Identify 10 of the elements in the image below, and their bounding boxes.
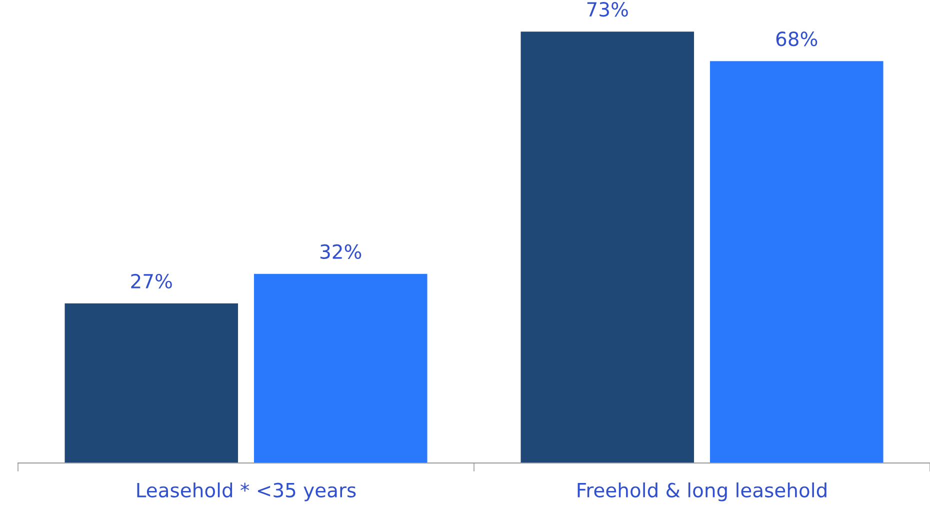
data-label: 73%: [587, 2, 628, 17]
data-label: 27%: [131, 274, 172, 289]
x-tick-label: Leasehold * <35 years: [137, 482, 356, 502]
bar: [520, 32, 694, 463]
x-tick-label: Freehold & long leasehold: [578, 482, 826, 502]
data-label: 32%: [320, 244, 362, 259]
bar: [254, 274, 428, 463]
data-label: 68%: [776, 32, 818, 46]
bar: [710, 61, 884, 463]
bar: [64, 303, 238, 463]
